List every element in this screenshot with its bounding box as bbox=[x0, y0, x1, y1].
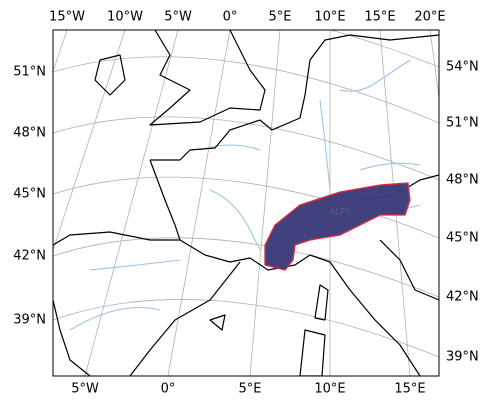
top-label: 10°W bbox=[107, 10, 143, 25]
bottom-label: 15°E bbox=[394, 382, 425, 397]
region-label: ALPS bbox=[329, 208, 352, 218]
left-label: 51°N bbox=[13, 65, 46, 80]
right-label: 45°N bbox=[446, 231, 479, 246]
top-label: 10°E bbox=[314, 10, 345, 25]
top-label: 5°W bbox=[164, 10, 192, 25]
bottom-label: 5°W bbox=[71, 382, 99, 397]
left-label: 48°N bbox=[13, 126, 46, 141]
top-label: 20°E bbox=[414, 10, 445, 25]
top-label: 15°W bbox=[49, 10, 85, 25]
map-body bbox=[53, 30, 439, 376]
bottom-label: 0° bbox=[161, 382, 176, 397]
left-label: 45°N bbox=[13, 187, 46, 202]
right-label: 48°N bbox=[446, 173, 479, 188]
alps-region bbox=[264, 182, 411, 271]
right-label: 39°N bbox=[446, 350, 479, 365]
right-label: 54°N bbox=[446, 60, 479, 75]
right-label: 51°N bbox=[446, 116, 479, 131]
map-frame bbox=[52, 29, 440, 377]
labels: 15°W 10°W 5°W 0° 5°E 10°E 15°E 20°E 5°W 0° 5°E 10°E… bbox=[13, 10, 479, 397]
coastlines bbox=[53, 30, 439, 376]
bottom-label: 10°E bbox=[314, 382, 345, 397]
left-label: 42°N bbox=[13, 249, 46, 264]
top-label: 0° bbox=[223, 10, 238, 25]
right-label: 42°N bbox=[446, 290, 479, 305]
top-label: 5°E bbox=[269, 10, 292, 25]
top-label: 15°E bbox=[364, 10, 395, 25]
bottom-label: 5°E bbox=[239, 382, 262, 397]
left-label: 39°N bbox=[13, 313, 46, 328]
